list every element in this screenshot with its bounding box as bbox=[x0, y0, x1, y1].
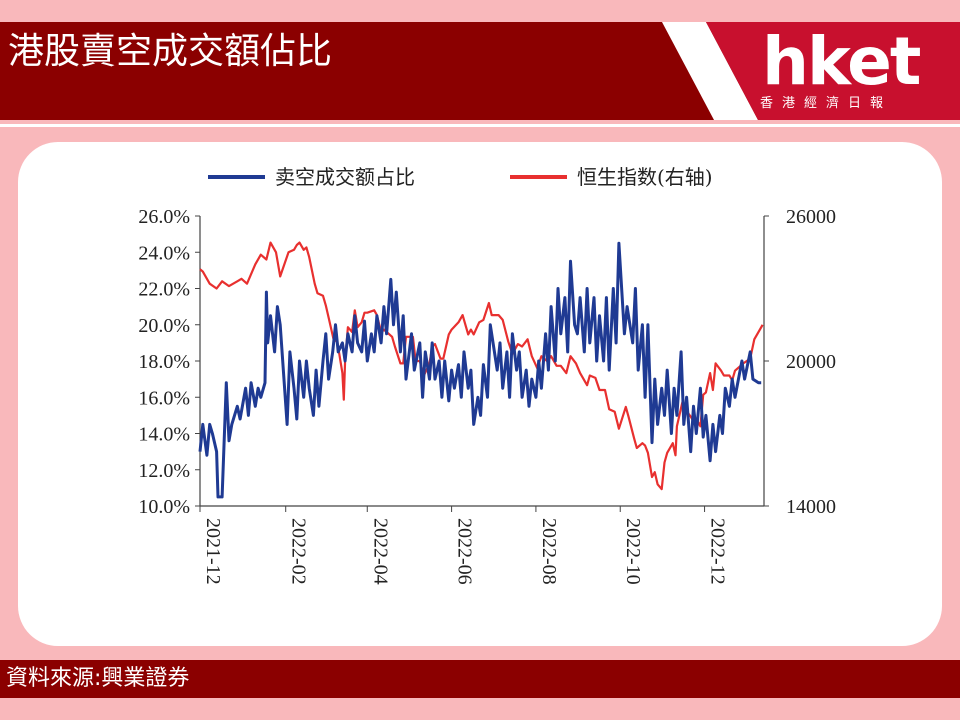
x-tick-label: 2021-12 bbox=[202, 518, 224, 585]
right-tick-labels: 14000 20000 26000 bbox=[764, 206, 836, 518]
right-tick-label: 20000 bbox=[786, 351, 836, 373]
footer-bar bbox=[0, 660, 960, 698]
x-tick-label: 2022-10 bbox=[622, 518, 644, 585]
left-tick-label: 14.0% bbox=[138, 424, 190, 446]
chart-card: 卖空成交额占比 恒生指数(右轴) 10.0% 12.0% 14.0% 16.0% 18.… bbox=[18, 142, 942, 646]
series-line-short-ratio bbox=[198, 241, 762, 499]
left-tick-label: 16.0% bbox=[138, 387, 190, 409]
series-line-hsi bbox=[199, 241, 764, 491]
x-tick-labels: 2021-12 2022-02 2022-04 2022-06 2022-08 2022-… bbox=[199, 506, 729, 585]
left-tick-label: 26.0% bbox=[138, 206, 190, 228]
left-tick-labels: 10.0% 12.0% 14.0% 16.0% 18.0% 20.0% 22.0% 24.0%… bbox=[138, 206, 200, 518]
logo-stripe-white bbox=[662, 22, 758, 120]
x-tick-label: 2022-06 bbox=[454, 518, 476, 585]
right-tick-label: 26000 bbox=[786, 206, 836, 228]
chart-legend: 卖空成交额占比 恒生指数(右轴) bbox=[208, 165, 713, 189]
logo-subtitle: 香港經濟日報 bbox=[760, 96, 893, 111]
left-tick-label: 20.0% bbox=[138, 315, 190, 337]
left-tick-label: 22.0% bbox=[138, 279, 190, 301]
chart-svg: 卖空成交额占比 恒生指数(右轴) 10.0% 12.0% 14.0% 16.0% 18.… bbox=[138, 165, 836, 585]
x-tick-label: 2022-12 bbox=[707, 518, 729, 585]
logo-panel bbox=[662, 22, 960, 120]
hket-logo: hket bbox=[762, 23, 921, 100]
left-tick-label: 18.0% bbox=[138, 351, 190, 373]
x-tick-label: 2022-02 bbox=[288, 518, 310, 585]
page-title: 港股賣空成交額佔比 bbox=[8, 31, 333, 72]
right-tick-label: 14000 bbox=[786, 496, 836, 518]
logo-background bbox=[706, 22, 960, 120]
legend-label-short: 卖空成交额占比 bbox=[275, 165, 415, 189]
x-tick-label: 2022-08 bbox=[538, 518, 560, 585]
legend-label-hsi: 恒生指数(右轴) bbox=[577, 165, 713, 189]
x-tick-label: 2022-04 bbox=[369, 518, 391, 585]
left-tick-label: 10.0% bbox=[138, 496, 190, 518]
source-note: 資料來源:興業證券 bbox=[6, 666, 190, 691]
series-layer bbox=[198, 241, 764, 499]
header-divider bbox=[0, 124, 960, 127]
left-tick-label: 12.0% bbox=[138, 460, 190, 482]
left-tick-label: 24.0% bbox=[138, 242, 190, 264]
